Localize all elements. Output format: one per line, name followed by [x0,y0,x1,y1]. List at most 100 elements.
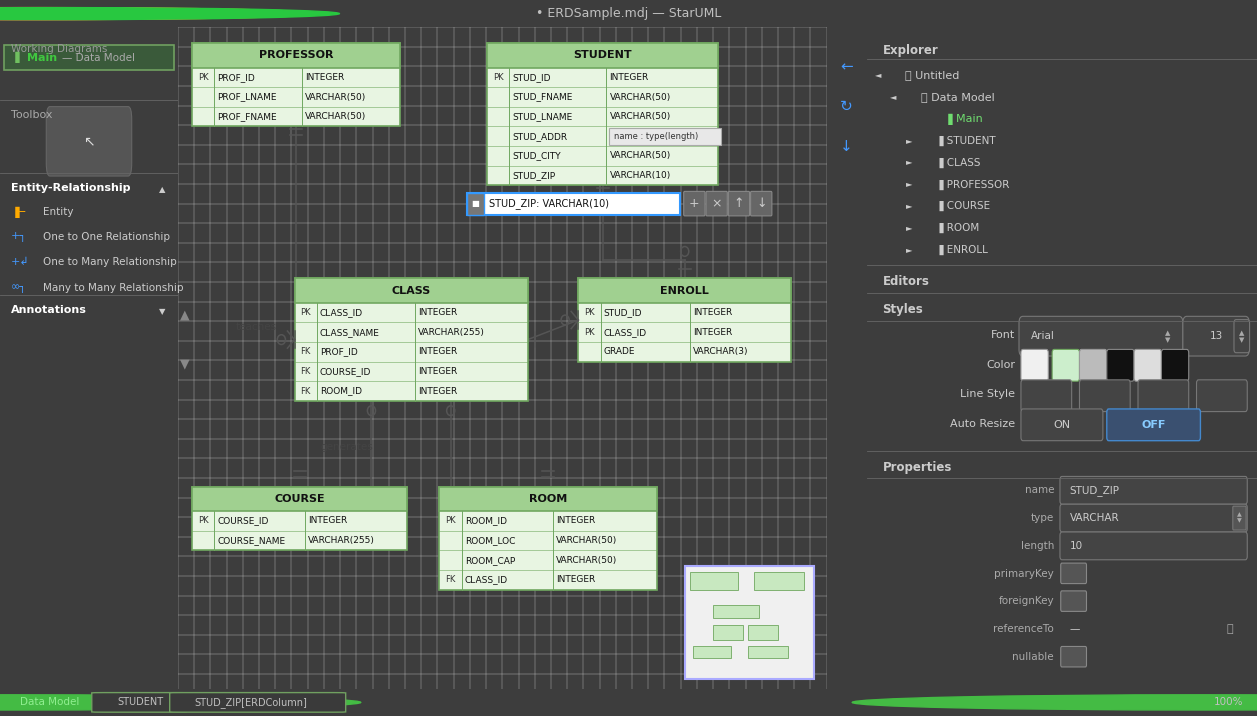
Text: OFF: OFF [1141,420,1165,430]
Text: Auto Resize: Auto Resize [950,419,1016,429]
FancyBboxPatch shape [685,566,815,679]
Text: VARCHAR(50): VARCHAR(50) [610,92,671,102]
Text: VARCHAR(50): VARCHAR(50) [610,112,671,121]
Text: INTEGER: INTEGER [557,516,596,526]
Text: ▲
▼: ▲ ▼ [1239,329,1244,343]
Text: INTEGER: INTEGER [693,308,733,317]
Text: VARCHAR(50): VARCHAR(50) [557,536,617,545]
Text: ▐ CLASS: ▐ CLASS [929,158,980,168]
FancyBboxPatch shape [1021,379,1072,412]
Text: generates: generates [321,442,373,452]
Text: Working Diagrams: Working Diagrams [10,44,107,54]
Text: PK: PK [199,73,209,82]
Text: PK: PK [585,308,595,317]
FancyBboxPatch shape [684,191,705,216]
Text: ON: ON [1053,420,1071,430]
Text: ▐ Main: ▐ Main [936,114,983,125]
Text: ▐ COURSE: ▐ COURSE [929,201,991,211]
FancyBboxPatch shape [690,572,738,589]
Text: STUD_ID: STUD_ID [603,308,642,317]
Text: ROOM: ROOM [529,494,567,504]
Text: ►: ► [906,223,913,232]
Text: ROOM_CAP: ROOM_CAP [465,556,515,565]
FancyBboxPatch shape [610,127,722,145]
FancyBboxPatch shape [578,279,791,303]
Text: type: type [1031,513,1055,523]
Text: STUD_ZIP: STUD_ZIP [1070,485,1120,495]
FancyBboxPatch shape [1106,349,1134,381]
Text: FK: FK [445,575,456,584]
Text: STUDENT: STUDENT [573,50,632,60]
Text: primaryKey: primaryKey [994,569,1055,579]
Text: FK: FK [300,387,310,395]
Text: nullable: nullable [1012,652,1055,662]
FancyBboxPatch shape [713,606,759,618]
Text: INTEGER: INTEGER [610,73,649,82]
Text: Entity: Entity [43,207,73,217]
Text: Font: Font [991,330,1016,340]
Text: ►: ► [906,245,913,254]
Text: Annotations: Annotations [10,305,87,315]
FancyBboxPatch shape [1060,504,1247,532]
Text: PROFESSOR: PROFESSOR [259,50,333,60]
Text: VARCHAR(255): VARCHAR(255) [308,536,375,545]
Text: GRADE: GRADE [603,347,635,357]
Text: ►: ► [906,180,913,188]
Text: ←: ← [841,59,854,74]
FancyBboxPatch shape [1061,647,1086,667]
Text: ↓: ↓ [755,197,767,210]
Text: ▐ ROOM: ▐ ROOM [929,223,979,233]
Circle shape [0,695,361,710]
Text: PK: PK [300,308,310,317]
Text: INTEGER: INTEGER [417,347,458,357]
Text: ▐ PROFESSOR: ▐ PROFESSOR [929,180,1009,190]
Text: PK: PK [445,516,456,526]
FancyBboxPatch shape [578,279,791,362]
Text: 10: 10 [1070,541,1082,551]
FancyBboxPatch shape [488,43,718,67]
Text: STUD_ADDR: STUD_ADDR [513,132,568,141]
FancyBboxPatch shape [706,191,728,216]
Text: Styles: Styles [882,303,923,316]
FancyBboxPatch shape [1080,379,1130,412]
Text: CLASS_NAME: CLASS_NAME [319,328,380,337]
Text: +┐: +┐ [10,232,26,242]
Text: Line Style: Line Style [960,390,1016,400]
FancyBboxPatch shape [440,487,657,511]
Text: STUD_ZIP: STUD_ZIP [513,171,556,180]
Text: PK: PK [585,328,595,337]
Text: Main: Main [26,53,57,62]
Text: ▼: ▼ [180,357,190,371]
FancyBboxPatch shape [754,572,804,589]
Text: • ERDSample.mdj — StarUML: • ERDSample.mdj — StarUML [535,7,722,20]
FancyBboxPatch shape [1183,316,1249,356]
Text: 🟠 Untitled: 🟠 Untitled [897,70,959,80]
Text: VARCHAR(255): VARCHAR(255) [417,328,485,337]
Text: Toolbox: Toolbox [10,110,53,120]
Text: ↓: ↓ [841,139,854,154]
FancyBboxPatch shape [1234,319,1249,353]
FancyBboxPatch shape [47,107,132,176]
Text: ▐ ENROLL: ▐ ENROLL [929,245,988,255]
Text: referenceTo: referenceTo [993,624,1055,634]
Text: One to One Relationship: One to One Relationship [43,232,170,242]
Text: Color: Color [985,359,1016,369]
Text: PK: PK [199,516,209,526]
Text: +: + [689,197,700,210]
Text: PROF_FNAME: PROF_FNAME [217,112,277,121]
FancyBboxPatch shape [92,692,186,712]
Text: CLASS: CLASS [391,286,431,296]
FancyBboxPatch shape [294,279,528,303]
Text: ►: ► [906,158,913,167]
FancyBboxPatch shape [1197,379,1247,412]
FancyBboxPatch shape [1061,591,1086,611]
Text: VARCHAR(50): VARCHAR(50) [304,92,366,102]
Circle shape [0,8,297,19]
Text: INTEGER: INTEGER [417,387,458,395]
Text: ↻: ↻ [841,99,854,114]
Text: ▐─: ▐─ [10,207,26,218]
Text: FK: FK [300,367,310,376]
Text: Entity-Relationship: Entity-Relationship [10,183,131,193]
Text: name: name [1024,485,1055,495]
FancyBboxPatch shape [1161,349,1189,381]
